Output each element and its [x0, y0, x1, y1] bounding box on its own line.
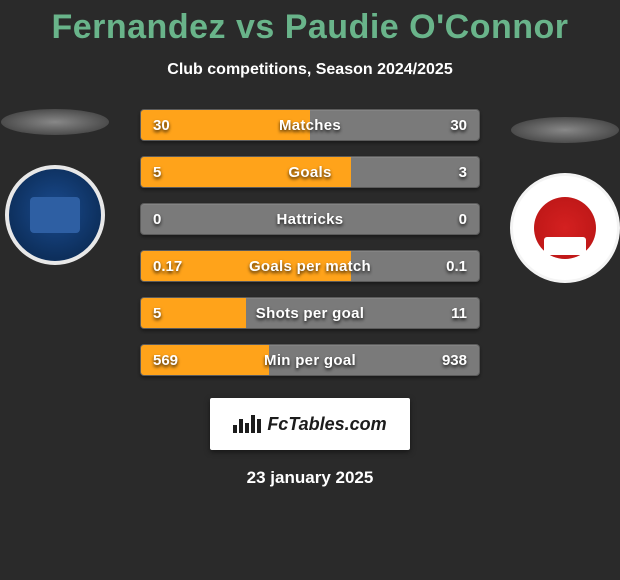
- stat-left-value: 5: [141, 305, 211, 322]
- footer-date: 23 january 2025: [0, 468, 620, 488]
- brand-bars-icon: [233, 415, 261, 433]
- brand-box: FcTables.com: [210, 398, 410, 450]
- brand-text: FcTables.com: [267, 414, 386, 435]
- right-club-column: [510, 117, 620, 283]
- stat-left-value: 30: [141, 117, 211, 134]
- ellipse-shadow-right: [511, 117, 619, 143]
- ellipse-shadow-left: [1, 109, 109, 135]
- stat-right-value: 0.1: [409, 258, 479, 275]
- stat-row: 0Hattricks0: [140, 203, 480, 235]
- stat-row: 0.17Goals per match0.1: [140, 250, 480, 282]
- stat-label: Goals per match: [211, 258, 409, 275]
- comparison-content: 30Matches305Goals30Hattricks00.17Goals p…: [0, 109, 620, 376]
- stat-bars: 30Matches305Goals30Hattricks00.17Goals p…: [140, 109, 480, 376]
- subtitle: Club competitions, Season 2024/2025: [0, 61, 620, 79]
- stat-left-value: 0.17: [141, 258, 211, 275]
- stat-left-value: 5: [141, 164, 211, 181]
- stat-row: 5Goals3: [140, 156, 480, 188]
- stat-left-value: 0: [141, 211, 211, 228]
- stat-left-value: 569: [141, 352, 211, 369]
- right-club-badge: [510, 173, 620, 283]
- stat-label: Hattricks: [211, 211, 409, 228]
- stat-row: 569Min per goal938: [140, 344, 480, 376]
- right-club-badge-inner: [534, 197, 596, 259]
- stat-row: 5Shots per goal11: [140, 297, 480, 329]
- stat-row: 30Matches30: [140, 109, 480, 141]
- stat-label: Goals: [211, 164, 409, 181]
- stat-right-value: 938: [409, 352, 479, 369]
- stat-label: Min per goal: [211, 352, 409, 369]
- stat-right-value: 30: [409, 117, 479, 134]
- stat-label: Matches: [211, 117, 409, 134]
- stat-right-value: 0: [409, 211, 479, 228]
- stat-label: Shots per goal: [211, 305, 409, 322]
- left-club-badge-inner: [30, 197, 80, 233]
- page-title: Fernandez vs Paudie O'Connor: [0, 0, 620, 47]
- stat-right-value: 11: [409, 305, 479, 322]
- left-club-column: [0, 109, 110, 265]
- left-club-badge: [5, 165, 105, 265]
- stat-right-value: 3: [409, 164, 479, 181]
